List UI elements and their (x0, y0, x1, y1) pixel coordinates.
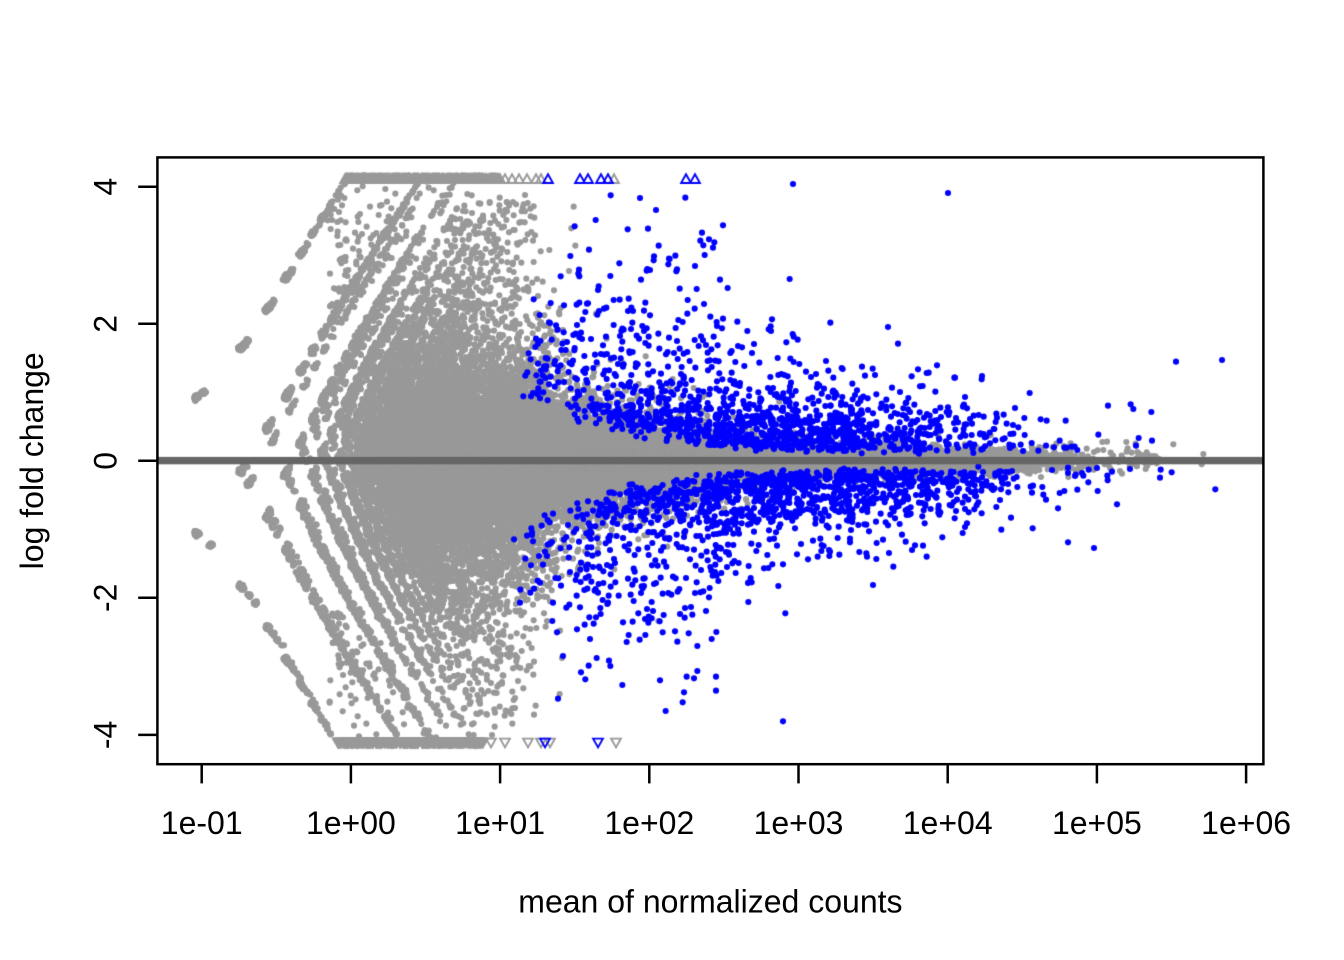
svg-text:-2: -2 (88, 584, 124, 612)
svg-text:1e-01: 1e-01 (161, 805, 243, 841)
svg-text:1e+05: 1e+05 (1052, 805, 1142, 841)
svg-text:1e+00: 1e+00 (306, 805, 396, 841)
svg-text:4: 4 (88, 178, 124, 196)
svg-text:0: 0 (88, 452, 124, 470)
svg-text:mean of normalized counts: mean of normalized counts (518, 884, 902, 920)
svg-text:1e+01: 1e+01 (455, 805, 545, 841)
svg-text:1e+02: 1e+02 (604, 805, 694, 841)
svg-text:log fold change: log fold change (14, 352, 50, 569)
svg-text:1e+03: 1e+03 (754, 805, 844, 841)
svg-text:1e+04: 1e+04 (903, 805, 993, 841)
svg-text:2: 2 (88, 315, 124, 333)
svg-text:1e+06: 1e+06 (1201, 805, 1291, 841)
svg-text:-4: -4 (88, 721, 124, 749)
